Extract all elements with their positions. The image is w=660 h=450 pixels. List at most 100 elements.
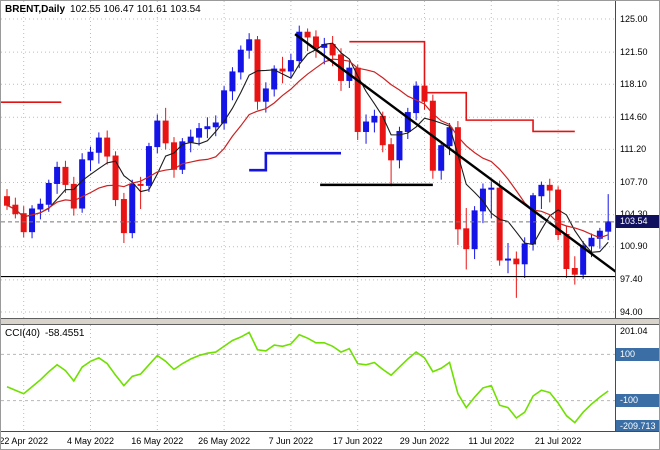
candle-body	[312, 36, 319, 48]
candle-body	[95, 137, 102, 153]
candle	[37, 198, 44, 220]
candle-body	[388, 144, 395, 161]
date-axis-label: 29 Jun 2022	[399, 436, 450, 446]
candle	[538, 181, 545, 209]
candle	[454, 121, 461, 245]
candle-body	[454, 127, 461, 230]
price-axis[interactable]: 125.00 121.50 118.10 114.60 111.20 107.70 104.…	[615, 1, 659, 449]
candle-body	[463, 228, 470, 250]
candle-body	[204, 126, 211, 130]
candle-body	[79, 159, 86, 209]
candle-body	[605, 221, 612, 232]
candle-body	[45, 182, 52, 205]
candle-body	[354, 67, 361, 132]
candle-body	[4, 196, 10, 206]
date-axis-label: 7 Jun 2022	[268, 436, 314, 446]
candle	[438, 140, 445, 180]
candle-body	[104, 137, 111, 157]
current-price-badge: 103.54	[616, 215, 659, 229]
candle-body	[162, 120, 169, 144]
candle	[479, 183, 486, 224]
candle-body	[363, 121, 370, 132]
window-separator[interactable]	[1, 318, 659, 325]
candle	[162, 107, 169, 150]
candle	[287, 53, 294, 79]
candle-body	[396, 130, 403, 161]
cci-indicator-canvas[interactable]	[1, 325, 617, 431]
candle	[363, 114, 370, 144]
candle	[371, 109, 378, 133]
candle	[396, 126, 403, 169]
symbol-period-label: BRENT,Daily	[5, 4, 66, 15]
candle	[154, 114, 161, 154]
candle	[463, 208, 470, 270]
ohlc-values: 102.55 106.47 101.61 103.54	[70, 4, 201, 15]
candle	[279, 56, 286, 84]
candle-body	[521, 243, 528, 265]
candle-body	[530, 195, 537, 245]
candle	[196, 122, 203, 146]
candle	[70, 176, 77, 216]
candle-body	[538, 184, 545, 197]
candle-body	[505, 258, 511, 261]
date-axis[interactable]: 22 Apr 2022 4 May 2022 16 May 2022 26 May 2…	[1, 431, 659, 449]
candle-body	[62, 166, 69, 185]
candle-body	[496, 187, 503, 261]
candle	[129, 179, 136, 239]
candle	[221, 86, 228, 130]
candle	[62, 160, 69, 193]
step-line	[249, 151, 341, 172]
candle	[54, 161, 61, 194]
indicator-value: -58.4551	[45, 328, 85, 339]
candle	[145, 142, 152, 192]
candle	[229, 67, 236, 101]
step-line	[349, 40, 575, 133]
candle-body	[304, 31, 311, 38]
cci-line	[6, 331, 609, 424]
candle-body	[145, 146, 152, 186]
candle	[137, 176, 144, 209]
candle	[45, 179, 52, 212]
price-axis-label: 111.20	[620, 143, 647, 154]
trend-line	[294, 33, 617, 274]
cci-level-badge: 100	[616, 347, 659, 361]
candle-body	[371, 115, 378, 123]
price-axis-label: 100.90	[620, 241, 648, 252]
price-axis-label: 107.70	[620, 177, 648, 187]
candle	[271, 65, 278, 97]
price-axis-label: 121.50	[620, 46, 648, 57]
candle-body	[120, 199, 127, 234]
candle-body	[246, 39, 253, 51]
candle	[237, 45, 244, 80]
date-axis-label: 16 May 2022	[131, 436, 184, 446]
main-chart-canvas[interactable]	[1, 1, 617, 319]
candle-body	[404, 112, 411, 132]
candle	[404, 107, 411, 140]
candle-body	[171, 142, 177, 170]
candle	[388, 138, 395, 187]
candle	[605, 194, 612, 241]
price-axis-label: 125.00	[620, 13, 648, 24]
candle-body	[29, 208, 36, 233]
candle	[87, 146, 94, 172]
candle-body	[563, 233, 570, 270]
candle-body	[87, 151, 94, 161]
candle	[304, 28, 311, 52]
candle	[95, 132, 102, 164]
candles-layer	[4, 25, 612, 298]
date-axis-label: 21 Jul 2022	[534, 436, 582, 446]
candle	[4, 189, 10, 210]
candle-body	[513, 258, 520, 265]
candle-body	[296, 31, 303, 62]
moving-average-line	[6, 58, 609, 239]
candle	[321, 37, 328, 65]
candle-body	[580, 245, 587, 275]
candle-body	[471, 210, 478, 250]
candle	[421, 79, 428, 110]
date-axis-label: 17 Jun 2022	[332, 436, 383, 446]
candle	[187, 129, 194, 153]
candle-body	[112, 155, 119, 201]
candle-body	[279, 68, 286, 72]
candle	[254, 36, 261, 110]
